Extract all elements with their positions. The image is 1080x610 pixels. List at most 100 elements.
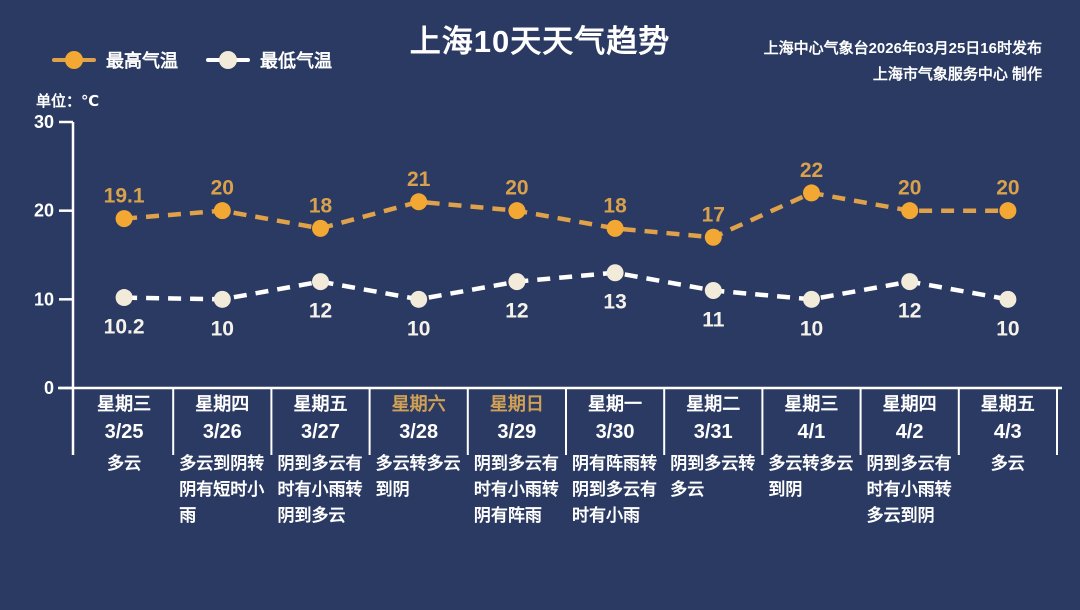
y-tick-label: 20	[34, 201, 54, 221]
date-label: 3/29	[497, 421, 537, 443]
day-column: 星期五 3/27 阴到多云有时有小雨转阴到多云	[271, 391, 369, 529]
low-temp-value-label: 12	[898, 300, 921, 323]
day-column: 星期二 3/31 阴到多云转多云	[664, 391, 762, 529]
day-column: 星期四 4/2 阴到多云有时有小雨转多云到阴	[861, 391, 959, 529]
date-label: 4/2	[895, 421, 924, 443]
high-temp-marker	[115, 210, 133, 228]
weekday-label: 星期三	[784, 394, 839, 414]
legend-item-high-temp: 最高气温	[52, 47, 178, 73]
low-temp-value-label: 10	[211, 317, 234, 340]
high-temp-value-label: 20	[505, 177, 528, 200]
low-temp-legend-marker-icon	[206, 50, 250, 70]
high-temp-value-label: 20	[898, 177, 921, 200]
day-column: 星期三 4/1 多云转多云到阴	[762, 391, 860, 529]
weather-text: 阴到多云有时有小雨转阴到多云	[277, 454, 363, 525]
weather-text: 多云转多云到阴	[375, 454, 461, 499]
weather-text: 阴到多云有时有小雨转多云到阴	[866, 454, 952, 525]
high-temp-series: 19.1 20 18 21 20 18 17 22 20 20	[104, 159, 1020, 246]
high-temp-marker	[213, 202, 231, 220]
source-info: 上海中心气象台2026年03月25日16时发布 上海市气象服务中心 制作	[764, 36, 1042, 88]
legend-label-high-temp: 最高气温	[106, 51, 178, 71]
high-temp-marker	[901, 202, 919, 220]
low-temp-value-label: 10	[407, 317, 430, 340]
high-temp-value-label: 22	[800, 159, 823, 182]
date-label: 3/28	[399, 421, 439, 443]
day-column: 星期五 4/3 多云	[959, 391, 1057, 529]
low-temp-series: 10.2 10 12 10 12 13 11 10 12 10	[104, 264, 1020, 340]
page-title: 上海10天天气趋势	[409, 24, 671, 59]
high-temp-marker	[803, 184, 820, 202]
low-temp-value-label: 13	[603, 291, 626, 314]
low-temp-marker	[213, 290, 231, 308]
weekday-label: 星期五	[293, 394, 348, 414]
date-label: 3/25	[104, 421, 144, 443]
y-tick-label: 0	[44, 378, 54, 398]
high-temp-line	[123, 190, 1008, 240]
low-temp-value-label: 12	[505, 300, 528, 323]
weather-text: 多云	[990, 454, 1025, 473]
weekday-label: 星期二	[686, 394, 741, 414]
weather-text: 阴到多云转多云	[670, 454, 756, 499]
low-temp-value-label: 10	[800, 317, 823, 340]
low-temp-marker	[410, 290, 428, 308]
low-temp-value-label: 10	[996, 317, 1019, 340]
weather-text: 阴有阵雨转阴到多云有时有小雨	[572, 454, 658, 525]
weather-text: 多云到阴转阴有短时小雨	[179, 454, 265, 525]
day-column: 星期三 3/25 多云	[75, 391, 173, 529]
unit-label: 单位：℃	[36, 93, 100, 110]
date-label: 3/26	[202, 421, 242, 443]
weekday-label: 星期四	[882, 394, 937, 414]
weather-text: 多云转多云到阴	[768, 454, 854, 499]
low-temp-marker	[803, 290, 820, 308]
low-temp-marker	[704, 281, 722, 299]
high-temp-marker	[410, 193, 428, 211]
low-temp-legend-dot	[219, 51, 237, 69]
high-temp-value-label: 18	[309, 194, 333, 217]
low-temp-line	[124, 270, 1009, 302]
high-temp-legend-marker-icon	[52, 50, 96, 70]
high-temp-value-label: 18	[603, 194, 627, 217]
y-tick-label: 30	[34, 112, 54, 132]
low-temp-marker	[999, 290, 1017, 308]
high-temp-legend-dot	[65, 51, 83, 69]
weekday-label: 星期六	[391, 394, 446, 414]
date-label: 3/30	[595, 421, 635, 443]
high-temp-marker	[606, 219, 624, 237]
weekday-label: 星期日	[489, 394, 544, 414]
low-temp-marker	[508, 273, 526, 291]
high-temp-marker	[704, 228, 722, 246]
source-line1: 上海中心气象台2026年03月25日16时发布	[763, 40, 1042, 57]
low-temp-value-label: 10.2	[104, 316, 145, 339]
low-temp-marker	[115, 289, 133, 307]
high-temp-marker	[999, 202, 1017, 220]
date-label: 3/27	[301, 421, 340, 443]
date-label: 4/1	[797, 421, 826, 443]
low-temp-marker	[312, 273, 329, 291]
high-temp-value-label: 19.1	[104, 185, 145, 208]
day-column: 星期六 3/28 多云转多云到阴	[370, 391, 468, 529]
high-temp-value-label: 17	[702, 203, 725, 226]
date-label: 3/31	[693, 421, 733, 443]
high-temp-value-label: 20	[211, 177, 234, 200]
weekday-label: 星期五	[980, 394, 1035, 414]
weather-text: 阴到多云有时有小雨转阴有阵雨	[473, 454, 559, 525]
weather-text: 多云	[107, 454, 142, 473]
day-column: 星期四 3/26 多云到阴转阴有短时小雨	[173, 391, 271, 529]
high-temp-value-label: 20	[996, 177, 1019, 200]
high-temp-marker	[312, 219, 329, 237]
high-temp-value-label: 21	[407, 168, 431, 191]
weekday-label: 星期三	[97, 394, 152, 414]
low-temp-marker	[606, 264, 624, 282]
legend-item-low-temp: 最低气温	[206, 47, 332, 73]
date-label: 4/3	[993, 421, 1022, 443]
low-temp-marker	[901, 273, 919, 291]
legend-label-low-temp: 最低气温	[260, 51, 332, 71]
weekday-label: 星期四	[195, 394, 250, 414]
day-column: 星期一 3/30 阴有阵雨转阴到多云有时有小雨	[566, 391, 664, 529]
source-line2: 上海市气象服务中心 制作	[872, 66, 1042, 83]
days-row: 星期三 3/25 多云 星期四 3/26 多云到阴转阴有短时小雨 星期五 3/27 阴到多云有时…	[75, 391, 1058, 529]
day-column: 星期日 3/29 阴到多云有时有小雨转阴有阵雨	[468, 391, 566, 529]
low-temp-value-label: 12	[309, 300, 332, 323]
